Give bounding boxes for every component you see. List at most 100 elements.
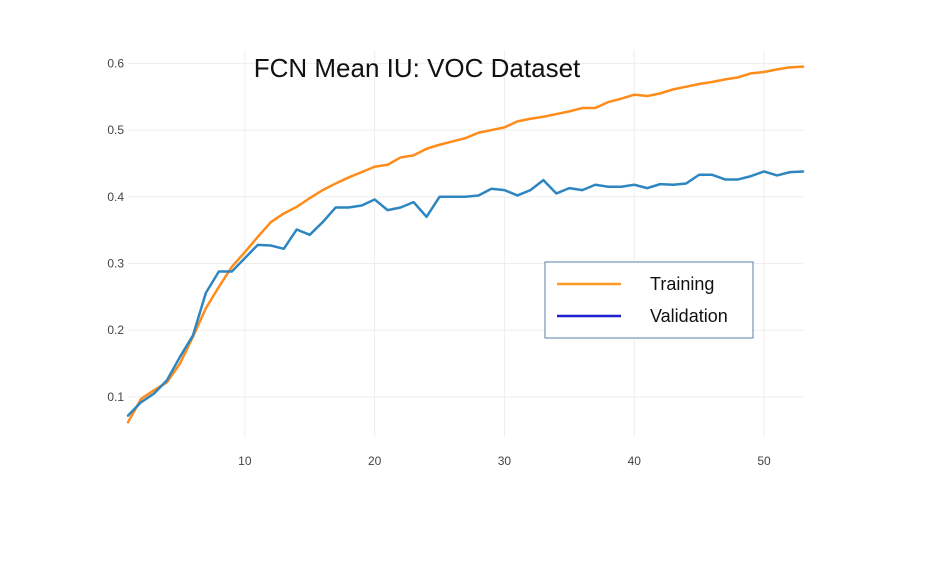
data-point-training <box>399 156 402 159</box>
data-point-training <box>490 129 493 131</box>
data-point-training <box>581 107 584 109</box>
data-point-training <box>412 154 415 157</box>
data-point-validation <box>529 189 532 191</box>
data-point-validation <box>399 206 402 209</box>
data-point-validation <box>776 174 778 177</box>
data-point-training <box>386 163 389 166</box>
data-point-validation <box>373 198 376 201</box>
x-axis-ticks: 10 20 30 40 50 <box>238 454 771 468</box>
legend-label-training: Training <box>650 274 714 294</box>
data-point-validation <box>386 209 389 211</box>
data-point-training <box>308 197 311 199</box>
data-point-training <box>244 251 246 253</box>
data-point-training <box>646 95 649 97</box>
data-point-validation <box>620 185 623 188</box>
x-tick-label: 40 <box>628 454 642 468</box>
data-point-validation <box>477 194 480 197</box>
data-point-training <box>218 286 220 288</box>
data-point-training <box>698 83 700 85</box>
data-point-training <box>789 66 791 69</box>
data-point-training <box>295 206 298 208</box>
data-point-training <box>360 171 363 173</box>
data-point-validation <box>659 183 662 185</box>
data-point-training <box>685 85 687 88</box>
y-axis-ticks: 0.1 0.2 0.3 0.4 0.5 0.6 <box>107 56 124 404</box>
data-point-validation <box>308 234 311 236</box>
legend-box <box>544 261 754 339</box>
data-point-validation <box>763 170 765 173</box>
data-point-validation <box>789 171 791 173</box>
series-line-training <box>126 65 805 424</box>
chart-title: FCN Mean IU: VOC Dataset <box>254 53 581 83</box>
data-point-training <box>568 110 571 113</box>
data-point-validation <box>295 228 298 231</box>
data-point-training <box>607 101 610 103</box>
data-point-training <box>282 212 285 215</box>
data-point-validation <box>334 206 337 209</box>
data-point-training <box>672 88 674 91</box>
data-point-validation <box>451 195 454 198</box>
data-point-validation <box>282 248 285 250</box>
data-point-training <box>464 137 467 139</box>
data-point-validation <box>438 195 441 198</box>
data-point-training <box>257 236 259 238</box>
data-point-validation <box>646 187 649 189</box>
x-tick-label: 50 <box>757 454 771 468</box>
data-point-training <box>620 97 623 100</box>
data-point-training <box>516 120 519 123</box>
data-point-training <box>659 92 662 95</box>
data-point-validation <box>711 173 713 176</box>
data-point-validation <box>724 178 726 181</box>
data-point-training <box>594 107 597 109</box>
x-tick-label: 10 <box>238 454 252 468</box>
y-tick-label: 0.4 <box>107 190 124 204</box>
data-point-validation <box>231 270 233 273</box>
data-point-validation <box>321 221 324 223</box>
data-point-validation <box>750 175 752 177</box>
data-point-validation <box>269 244 272 247</box>
data-point-validation <box>166 379 168 382</box>
y-tick-label: 0.6 <box>107 56 124 70</box>
data-point-training <box>205 307 207 310</box>
y-tick-label: 0.2 <box>107 323 124 337</box>
y-tick-label: 0.3 <box>107 257 124 271</box>
data-point-validation <box>360 204 363 207</box>
data-point-validation <box>516 194 519 197</box>
data-point-training <box>477 131 480 134</box>
data-point-validation <box>140 401 142 404</box>
data-point-training <box>724 78 726 81</box>
data-point-validation <box>257 244 259 246</box>
data-point-validation <box>464 195 467 198</box>
x-tick-label: 20 <box>368 454 382 468</box>
data-point-training <box>127 421 129 424</box>
grid <box>128 50 803 437</box>
data-point-training <box>425 147 428 150</box>
data-point-validation <box>542 179 545 181</box>
data-point-validation <box>802 170 804 173</box>
data-point-training <box>503 126 506 129</box>
data-point-training <box>750 72 752 75</box>
data-point-training <box>231 266 233 268</box>
data-point-training <box>711 81 713 83</box>
data-point-training <box>763 71 765 73</box>
data-point-training <box>737 76 739 79</box>
data-point-validation <box>425 216 428 218</box>
data-point-training <box>802 65 804 68</box>
legend: Training Validation <box>544 261 754 339</box>
data-point-validation <box>555 192 558 195</box>
data-point-validation <box>568 187 571 189</box>
data-point-training <box>542 115 545 118</box>
data-point-training <box>555 113 558 115</box>
data-point-validation <box>698 173 700 176</box>
data-point-validation <box>179 356 181 358</box>
data-point-training <box>776 68 778 71</box>
x-tick-label: 30 <box>498 454 512 468</box>
data-point-training <box>633 93 636 96</box>
data-point-training <box>153 389 155 392</box>
data-point-validation <box>490 187 493 190</box>
data-point-validation <box>412 201 415 203</box>
data-point-training <box>529 117 532 120</box>
legend-label-validation: Validation <box>650 306 728 326</box>
y-tick-label: 0.5 <box>107 123 124 137</box>
